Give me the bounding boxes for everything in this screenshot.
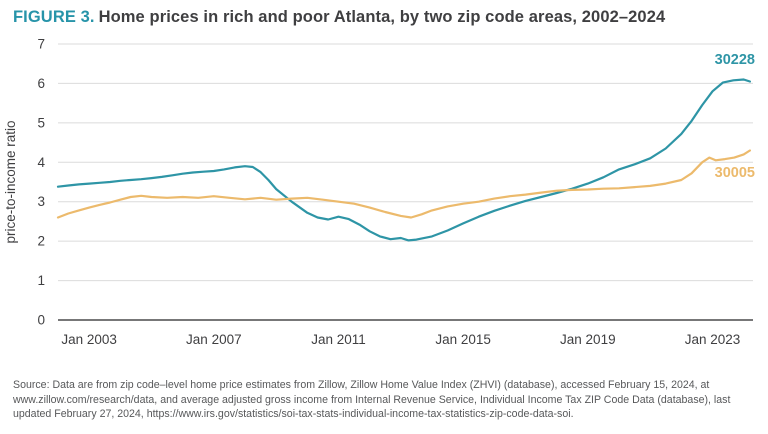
figure-number-label: FIGURE 3. — [13, 8, 95, 26]
x-tick-label: Jan 2019 — [560, 332, 616, 347]
y-tick-label: 6 — [37, 76, 45, 91]
y-tick-label: 5 — [37, 115, 45, 130]
series-label-30005: 30005 — [715, 165, 755, 181]
x-tick-label: Jan 2023 — [685, 332, 741, 347]
y-tick-label: 1 — [37, 273, 45, 288]
figure-title: FIGURE 3. Home prices in rich and poor At… — [13, 8, 758, 27]
y-tick-label: 3 — [37, 194, 45, 209]
x-tick-label: Jan 2015 — [435, 332, 491, 347]
line-chart: 0 1 2 3 4 5 6 7 Jan 2003 Jan 2007 Jan 2011 Jan 2015… — [3, 37, 755, 348]
x-tick-label: Jan 2003 — [61, 332, 117, 347]
series-line-30005 — [56, 149, 752, 219]
y-tick-label: 2 — [37, 234, 45, 249]
series-line-30228 — [56, 78, 752, 242]
y-tick-label: 4 — [37, 155, 45, 170]
y-axis-title: price-to-income ratio — [3, 120, 18, 243]
figure-title-text: Home prices in rich and poor Atlanta, by… — [98, 8, 666, 26]
x-tick-label: Jan 2007 — [186, 332, 242, 347]
x-tick-label: Jan 2011 — [311, 332, 366, 347]
source-note: Source: Data are from zip code–level hom… — [13, 379, 731, 421]
y-tick-label: 0 — [37, 313, 45, 328]
y-tick-label: 7 — [37, 37, 45, 52]
series-label-30228: 30228 — [715, 52, 755, 68]
